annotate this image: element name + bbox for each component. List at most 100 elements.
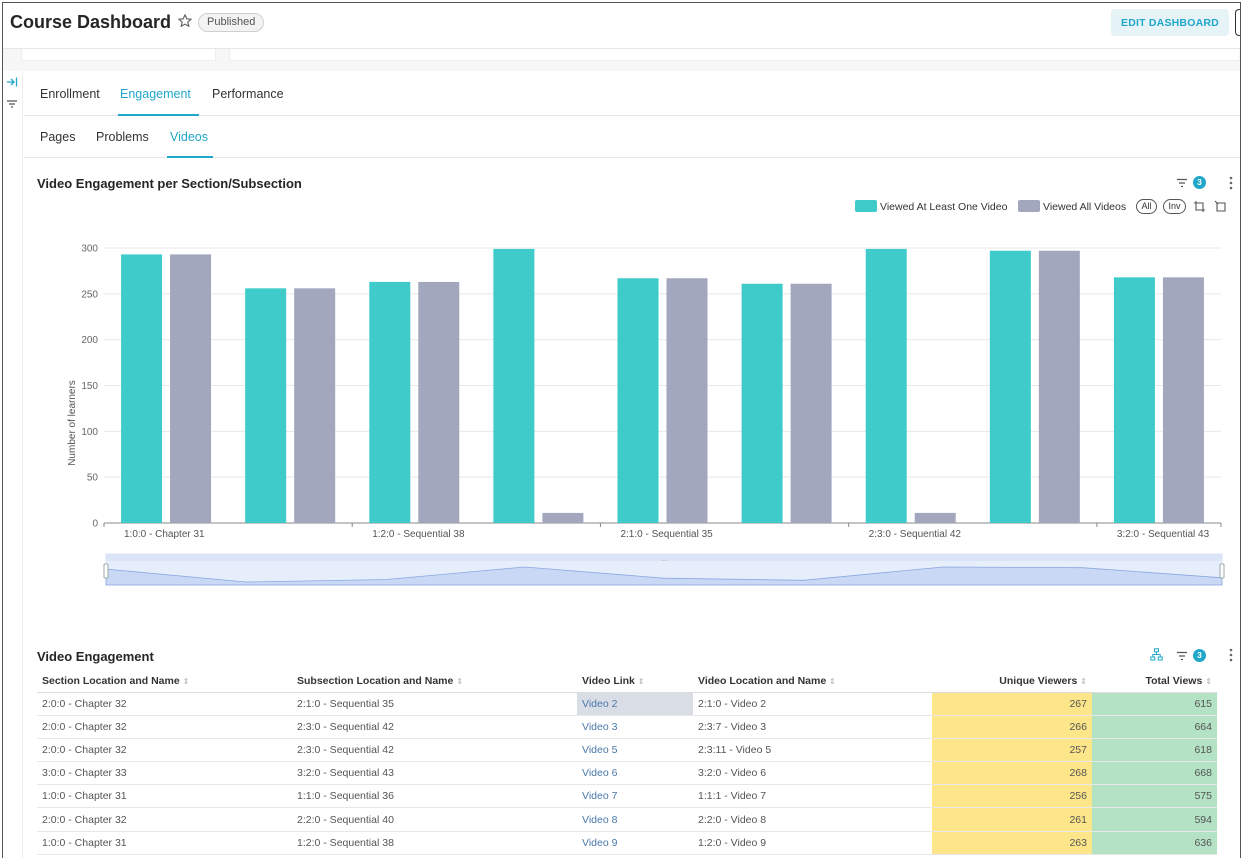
- legend-swatch: [855, 200, 877, 212]
- legend-select-all-button[interactable]: All: [1136, 199, 1157, 214]
- cell-video-location: 2:3:11 - Video 5: [693, 738, 932, 763]
- expand-icon[interactable]: [5, 75, 19, 89]
- sort-icon[interactable]: ⇕: [182, 677, 190, 687]
- table-title: Video Engagement: [37, 649, 154, 664]
- tab-problems[interactable]: Problems: [96, 130, 149, 144]
- more-options-icon[interactable]: [1229, 176, 1233, 190]
- video-link[interactable]: Video 6: [577, 761, 693, 786]
- sort-icon[interactable]: ⇕: [829, 677, 836, 687]
- video-link[interactable]: Video 3: [577, 715, 693, 739]
- tab-enrollment[interactable]: Enrollment: [40, 87, 100, 101]
- column-header-video-link[interactable]: Video Link ⇕: [577, 671, 693, 693]
- cell-section: 2:0:0 - Chapter 32: [37, 738, 292, 763]
- table-header-row: Section Location and Name ⇕ Subsection Lo…: [37, 671, 1217, 693]
- bar[interactable]: [989, 250, 1031, 523]
- cell-unique-viewers: 261: [932, 807, 1092, 832]
- page-title: Course Dashboard: [10, 12, 172, 32]
- filter-icon[interactable]: [5, 97, 19, 111]
- tab-videos[interactable]: Videos: [170, 130, 208, 144]
- cell-section: 2:0:0 - Chapter 32: [37, 807, 292, 832]
- bar[interactable]: [1038, 250, 1080, 523]
- y-tick-label: 300: [81, 244, 98, 255]
- cell-total-views: 575: [1092, 784, 1217, 809]
- column-header-unique-viewers[interactable]: Unique Viewers ⇕: [932, 671, 1092, 693]
- bar-chart: 0 50 100 150 200 250 300 1:0:0 - Chapter 31 1:2…: [67, 244, 1225, 586]
- x-tick-label: 2:1:0 - Sequential 35: [620, 529, 713, 540]
- tab-performance[interactable]: Performance: [212, 87, 284, 101]
- bar[interactable]: [1162, 277, 1204, 523]
- bar[interactable]: [790, 283, 832, 523]
- bar[interactable]: [617, 278, 659, 523]
- cell-unique-viewers: 263: [932, 831, 1092, 855]
- filter-icon[interactable]: [1175, 650, 1189, 662]
- cell-video-location: 2:3:7 - Video 3: [693, 715, 932, 739]
- sort-icon[interactable]: ⇕: [456, 677, 464, 687]
- legend-item-viewed-all[interactable]: Viewed All Videos: [1018, 200, 1126, 213]
- bar[interactable]: [369, 281, 411, 523]
- bar[interactable]: [418, 281, 460, 523]
- cell-unique-viewers: 266: [932, 715, 1092, 739]
- bar[interactable]: [914, 512, 956, 523]
- video-link[interactable]: Video 2: [577, 692, 693, 716]
- cell-video-location: 1:2:0 - Video 9: [693, 831, 932, 855]
- bar[interactable]: [294, 288, 336, 523]
- filter-icon[interactable]: [1175, 177, 1189, 189]
- filter-count-badge: 3: [1193, 649, 1206, 662]
- bar[interactable]: [1113, 277, 1155, 523]
- y-tick-label: 250: [81, 289, 98, 300]
- cell-section: 2:0:0 - Chapter 32: [37, 692, 292, 716]
- sort-icon[interactable]: ⇕: [637, 677, 645, 687]
- tab-pages[interactable]: Pages: [40, 130, 76, 144]
- brush-select-icon[interactable]: [1193, 200, 1206, 213]
- column-header-section[interactable]: Section Location and Name ⇕: [37, 671, 292, 693]
- chart-gridlines: 0 50 100 150 200 250 300: [81, 244, 1221, 530]
- star-icon[interactable]: [177, 13, 193, 29]
- column-header-subsection[interactable]: Subsection Location and Name ⇕: [292, 671, 577, 693]
- filter-card: [229, 49, 1239, 61]
- sort-icon[interactable]: ⇕: [1205, 677, 1212, 687]
- subtabs: Pages Problems Videos: [24, 116, 1240, 158]
- edit-dashboard-button[interactable]: EDIT DASHBOARD: [1111, 9, 1229, 36]
- chart-title: Video Engagement per Section/Subsection: [37, 176, 302, 191]
- legend-item-viewed-one[interactable]: Viewed At Least One Video: [855, 200, 1007, 213]
- status-badge: Published: [198, 13, 265, 32]
- legend-invert-button[interactable]: Inv: [1163, 199, 1186, 214]
- video-link[interactable]: Video 5: [577, 738, 693, 763]
- video-link[interactable]: Video 7: [577, 784, 693, 809]
- active-tab-indicator: [118, 114, 199, 116]
- brush-clear-icon[interactable]: [1214, 200, 1227, 213]
- bar[interactable]: [865, 248, 907, 523]
- bar[interactable]: [493, 248, 535, 523]
- cell-total-views: 618: [1092, 738, 1217, 763]
- filter-card: [21, 49, 216, 61]
- bar[interactable]: [245, 288, 287, 523]
- bar[interactable]: [170, 254, 212, 523]
- bar[interactable]: [542, 512, 584, 523]
- bar[interactable]: [666, 278, 708, 523]
- table-body: 2:0:0 - Chapter 32 2:1:0 - Sequential 35 V…: [37, 692, 1217, 855]
- hierarchy-icon[interactable]: [1150, 648, 1163, 661]
- dashboard-header: Course Dashboard Published EDIT DASHBOAR…: [3, 3, 1240, 49]
- more-options-icon[interactable]: [1229, 648, 1233, 662]
- sort-icon[interactable]: ⇕: [1080, 677, 1087, 687]
- legend-swatch: [1018, 200, 1040, 212]
- cell-total-views: 594: [1092, 807, 1217, 832]
- cell-unique-viewers: 267: [932, 692, 1092, 716]
- video-link[interactable]: Video 8: [577, 807, 693, 832]
- cell-section: 1:0:0 - Chapter 31: [37, 831, 292, 855]
- table-row: 2:0:0 - Chapter 32 2:3:0 - Sequential 42 V…: [37, 715, 1217, 739]
- zoom-slider[interactable]: ...: [103, 553, 1225, 586]
- more-actions-button[interactable]: [1235, 9, 1240, 36]
- column-header-total-views[interactable]: Total Views ⇕: [1092, 671, 1217, 693]
- bar[interactable]: [121, 254, 163, 523]
- svg-text:...: ...: [661, 556, 667, 563]
- column-header-video-location[interactable]: Video Location and Name ⇕: [693, 671, 932, 693]
- video-link[interactable]: Video 9: [577, 831, 693, 855]
- cell-subsection: 2:3:0 - Sequential 42: [292, 738, 577, 763]
- cell-unique-viewers: 268: [932, 761, 1092, 786]
- bar[interactable]: [741, 283, 783, 523]
- table-row: 2:0:0 - Chapter 32 2:3:0 - Sequential 42 V…: [37, 738, 1217, 763]
- tab-engagement[interactable]: Engagement: [120, 87, 191, 101]
- cell-video-location: 1:1:1 - Video 7: [693, 784, 932, 809]
